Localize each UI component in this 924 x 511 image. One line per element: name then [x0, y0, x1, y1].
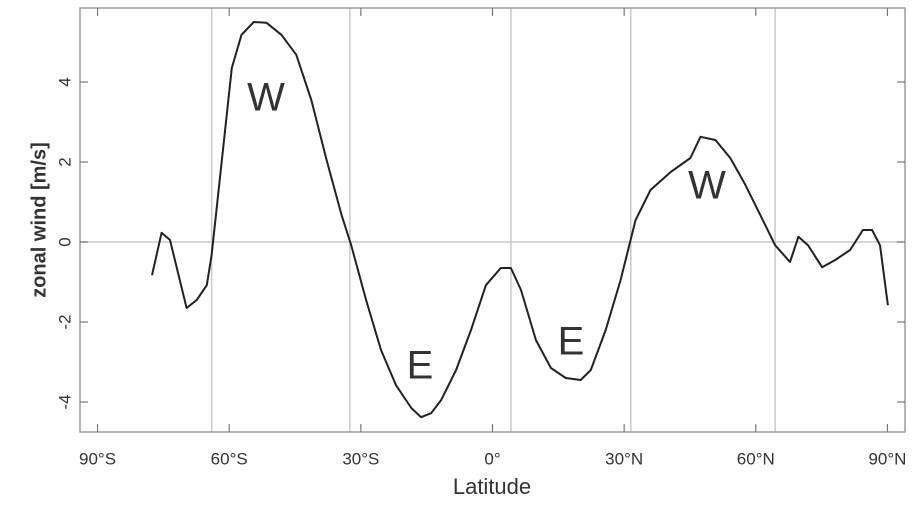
- x-tick-label: 30°N: [605, 449, 643, 468]
- x-tick-label: 90°S: [79, 449, 116, 468]
- annotation: E: [558, 320, 585, 364]
- y-tick-label: 2: [55, 157, 74, 166]
- x-tick-label: 30°S: [342, 449, 379, 468]
- plot-frame: [79, 7, 906, 433]
- annotation: W: [247, 76, 285, 120]
- annotation: W: [688, 164, 726, 208]
- y-tick-label: 0: [55, 237, 74, 246]
- y-tick-label: -4: [55, 394, 74, 409]
- x-tick-label: 0°: [484, 449, 500, 468]
- x-tick-label: 60°N: [737, 449, 775, 468]
- x-tick-label: 60°S: [211, 449, 248, 468]
- y-tick-label: 4: [55, 77, 74, 86]
- annotation: E: [407, 344, 434, 388]
- line-series: [151, 21, 889, 419]
- x-axis-label: Latitude: [453, 474, 531, 499]
- x-tick-label: 90°N: [868, 449, 906, 468]
- y-axis-label: zonal wind [m/s]: [28, 142, 50, 298]
- y-tick-label: -2: [55, 314, 74, 329]
